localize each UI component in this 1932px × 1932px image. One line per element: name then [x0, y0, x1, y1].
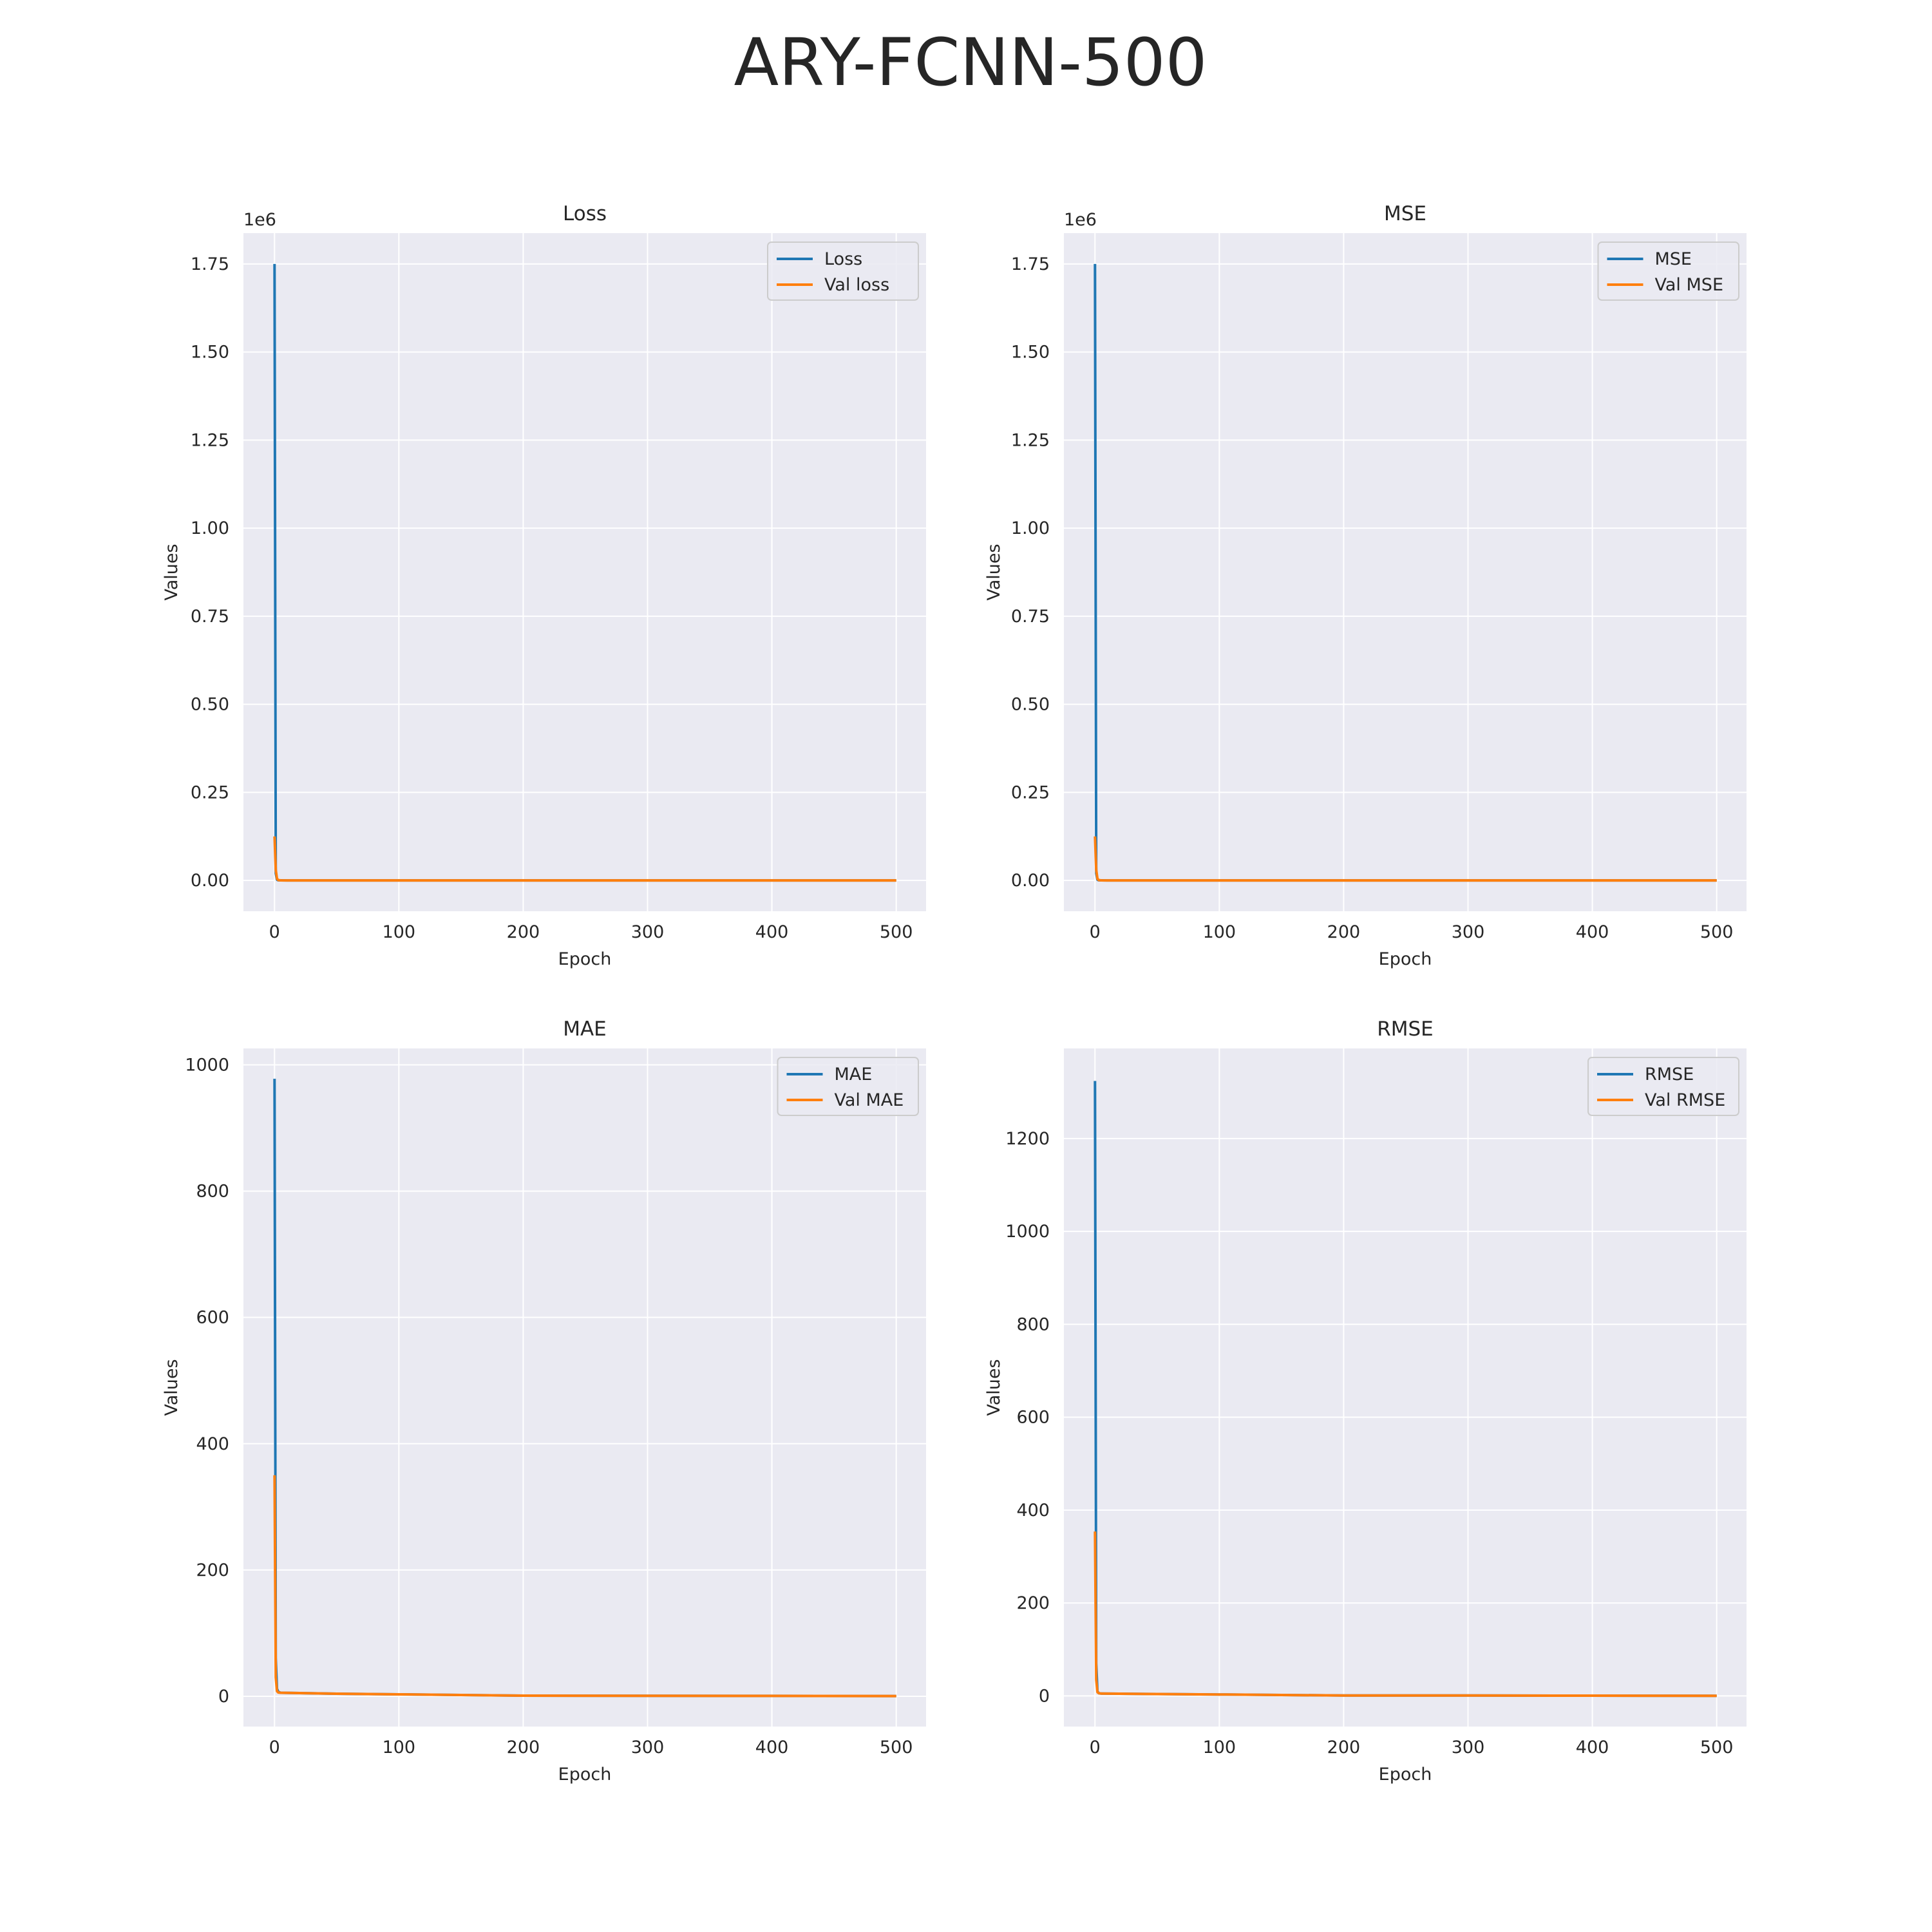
y-tick-label: 200 — [196, 1560, 229, 1580]
x-tick-label: 100 — [1203, 922, 1236, 942]
y-axis-label: Values — [984, 1359, 1004, 1416]
x-tick-label: 300 — [1452, 922, 1485, 942]
y-tick-label: 0.25 — [1011, 782, 1050, 802]
x-tick-label: 0 — [269, 1738, 280, 1757]
x-tick-label: 300 — [1452, 1738, 1485, 1757]
x-axis-label: Epoch — [558, 949, 612, 969]
x-tick-label: 100 — [383, 922, 416, 942]
plot-area — [243, 1048, 926, 1727]
x-axis-label: Epoch — [1379, 1765, 1432, 1785]
y-tick-label: 1.75 — [1011, 254, 1050, 274]
subplot-grid: 0 100 200 300 400 500 0.00 0.25 0.50 0.75 1.00 1.25… — [162, 202, 1747, 1785]
y-tick-label: 600 — [196, 1308, 229, 1328]
y-tick-label: 1.25 — [1011, 430, 1050, 450]
subplot-title: Loss — [563, 202, 607, 225]
legend: RMSE Val RMSE — [1587, 1057, 1739, 1116]
x-tick-label: 500 — [1700, 922, 1734, 942]
x-tick-label: 300 — [631, 922, 665, 942]
y-tick-label: 1.25 — [191, 430, 229, 450]
y-tick-label: 1.00 — [191, 518, 229, 538]
y-tick-label: 0 — [1039, 1686, 1050, 1706]
y-tick-label: 1000 — [185, 1055, 229, 1075]
x-tick-label: 400 — [755, 922, 789, 942]
y-tick-label: 1000 — [1005, 1222, 1050, 1242]
y-axis-label: Values — [162, 544, 182, 600]
legend-label: Loss — [824, 249, 862, 269]
x-tick-label: 500 — [880, 922, 913, 942]
series-line-val-loss — [273, 836, 896, 882]
y-tick-label: 0.50 — [1011, 695, 1050, 715]
y-tick-label: 1.50 — [1011, 343, 1050, 363]
x-tick-label: 0 — [269, 922, 280, 942]
series-line-val-mae — [273, 1475, 896, 1698]
legend: MAE Val MAE — [777, 1057, 919, 1116]
legend-label: MSE — [1655, 249, 1692, 269]
legend-label: Val loss — [824, 275, 889, 295]
x-tick-label: 200 — [507, 922, 540, 942]
subplot-title: MSE — [1384, 202, 1426, 225]
x-axis-label: Epoch — [1379, 949, 1432, 969]
x-axis-label: Epoch — [558, 1765, 612, 1785]
y-tick-label: 600 — [1016, 1408, 1050, 1428]
y-tick-label: 0.00 — [1011, 871, 1050, 891]
y-tick-label: 1200 — [1005, 1129, 1050, 1149]
x-tick-label: 200 — [507, 1738, 540, 1757]
subplot-title: RMSE — [1377, 1018, 1434, 1041]
y-tick-label: 0.75 — [191, 607, 229, 627]
x-tick-label: 300 — [631, 1738, 665, 1757]
y-tick-label: 0.00 — [191, 871, 229, 891]
legend-label: Val MAE — [835, 1090, 904, 1110]
subplot-mse: 0 100 200 300 400 500 0.00 0.25 0.50 0.75 1.00 1.25… — [984, 202, 1747, 969]
series-line-val-rmse — [1094, 1531, 1717, 1698]
x-tick-label: 400 — [755, 1738, 789, 1757]
y-tick-label: 1.50 — [191, 343, 229, 363]
plot-area — [1064, 1048, 1747, 1727]
legend-label: Val RMSE — [1645, 1090, 1725, 1110]
y-axis-label: Values — [984, 544, 1004, 600]
figure-suptitle: ARY-FCNN-500 — [734, 24, 1207, 101]
series-line-val-mse — [1094, 836, 1717, 882]
legend-label: RMSE — [1645, 1065, 1694, 1084]
legend: Loss Val loss — [767, 242, 919, 301]
y-tick-label: 200 — [1016, 1593, 1050, 1613]
plot-area — [1064, 233, 1747, 911]
y-tick-label: 0.25 — [191, 782, 229, 802]
subplot-title: MAE — [563, 1018, 607, 1041]
y-tick-label: 400 — [1016, 1501, 1050, 1520]
y-tick-label: 800 — [196, 1182, 229, 1202]
x-tick-label: 100 — [1203, 1738, 1236, 1757]
x-tick-label: 0 — [1090, 922, 1101, 942]
y-offset-text: 1e6 — [243, 210, 276, 230]
y-tick-label: 800 — [1016, 1314, 1050, 1334]
legend: MSE Val MSE — [1597, 242, 1739, 301]
y-tick-label: 0.75 — [1011, 607, 1050, 627]
x-tick-label: 500 — [1700, 1738, 1734, 1757]
y-tick-label: 1.75 — [191, 254, 229, 274]
x-tick-label: 100 — [383, 1738, 416, 1757]
x-tick-label: 400 — [1576, 1738, 1609, 1757]
x-tick-label: 500 — [880, 1738, 913, 1757]
x-tick-label: 200 — [1327, 922, 1361, 942]
plot-area — [243, 233, 926, 911]
subplot-mae: 0 100 200 300 400 500 0 200 400 600 800 1000 MAE Epoc… — [162, 1018, 926, 1785]
y-tick-label: 0.50 — [191, 695, 229, 715]
legend-label: Val MSE — [1655, 275, 1724, 295]
y-axis-label: Values — [162, 1359, 182, 1416]
x-tick-label: 200 — [1327, 1738, 1361, 1757]
y-tick-label: 1.00 — [1011, 518, 1050, 538]
subplot-loss: 0 100 200 300 400 500 0.00 0.25 0.50 0.75 1.00 1.25… — [162, 202, 926, 969]
y-tick-label: 400 — [196, 1434, 229, 1454]
legend-label: MAE — [835, 1065, 873, 1084]
subplot-rmse: 0 100 200 300 400 500 0 200 400 600 800 1000 1200 RMS… — [984, 1018, 1747, 1785]
y-tick-label: 0 — [218, 1687, 229, 1707]
y-offset-text: 1e6 — [1064, 210, 1097, 230]
x-tick-label: 400 — [1576, 922, 1609, 942]
x-tick-label: 0 — [1090, 1738, 1101, 1757]
